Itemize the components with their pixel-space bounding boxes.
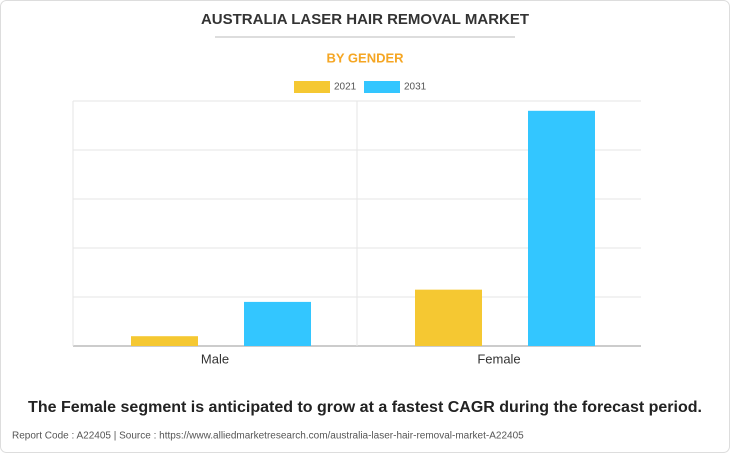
- footer: Report Code : A22405 | Source : https://…: [12, 431, 524, 442]
- legend-swatch: [294, 81, 330, 93]
- x-tick-label: Male: [201, 351, 229, 366]
- legend-swatch: [364, 81, 400, 93]
- chart-subtitle: BY GENDER: [326, 50, 404, 65]
- bar: [415, 289, 482, 346]
- legend-label: 2021: [334, 82, 357, 93]
- bar: [244, 301, 311, 346]
- chart-title: AUSTRALIA LASER HAIR REMOVAL MARKET: [201, 11, 529, 28]
- bar: [131, 336, 198, 346]
- legend-label: 2031: [404, 82, 427, 93]
- bar: [528, 110, 595, 346]
- caption: The Female segment is anticipated to gro…: [28, 399, 702, 416]
- x-tick-label: Female: [477, 351, 520, 366]
